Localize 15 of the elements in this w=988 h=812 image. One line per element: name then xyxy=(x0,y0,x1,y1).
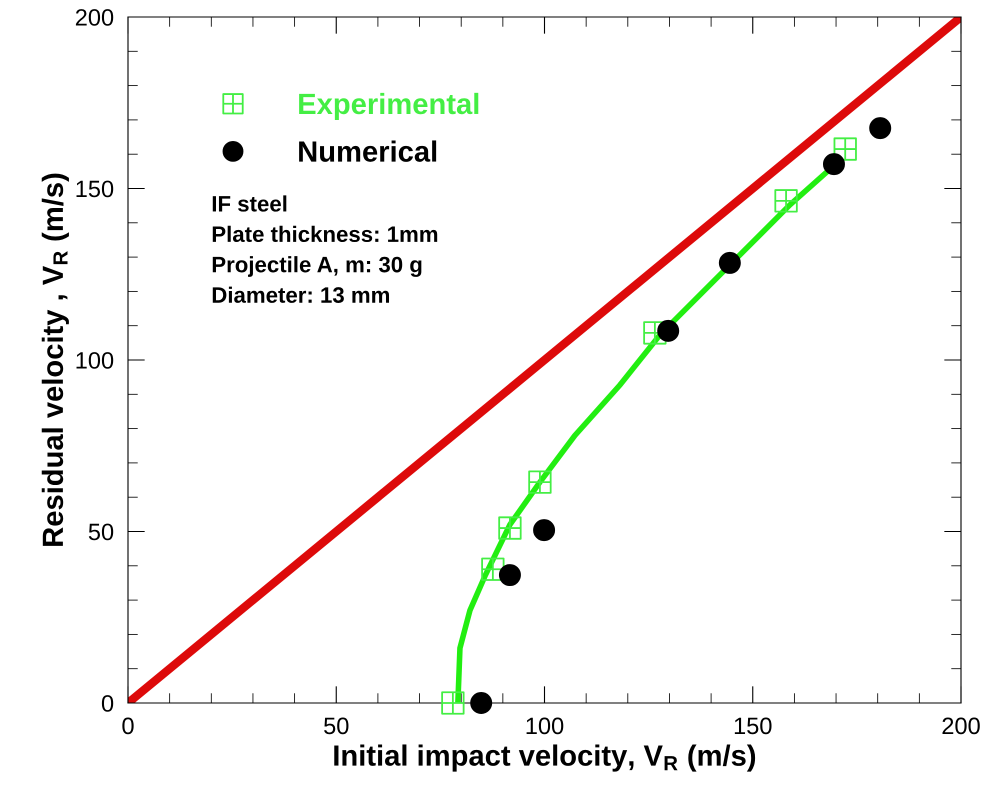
legend-label: Experimental xyxy=(299,92,478,120)
x-tick-label: 50 xyxy=(324,718,348,734)
y-tick-label: 100 xyxy=(76,352,114,369)
y-axis-title: Residual velocity , V$_{R}$ (m/s) xyxy=(42,174,69,546)
x-tick-label: 0 xyxy=(122,718,134,734)
x-axis-title: Initial impact velocity, V$_{R}$ (m/s) xyxy=(334,744,756,772)
y-tick-label: 50 xyxy=(88,524,114,540)
x-tick-label: 200 xyxy=(942,718,980,734)
annotation: IF steel Plate thickness: 1mm Projectile A, m: 30 g Diameter: 13 mm xyxy=(212,195,438,303)
x-tick-label: 150 xyxy=(734,718,772,734)
y-tick-label: 0 xyxy=(102,695,114,712)
x-tick-label: 100 xyxy=(526,718,564,734)
y-tick-label: 150 xyxy=(76,180,114,198)
legend-label: Numerical xyxy=(299,140,436,162)
y-tick-label: 200 xyxy=(76,9,114,26)
